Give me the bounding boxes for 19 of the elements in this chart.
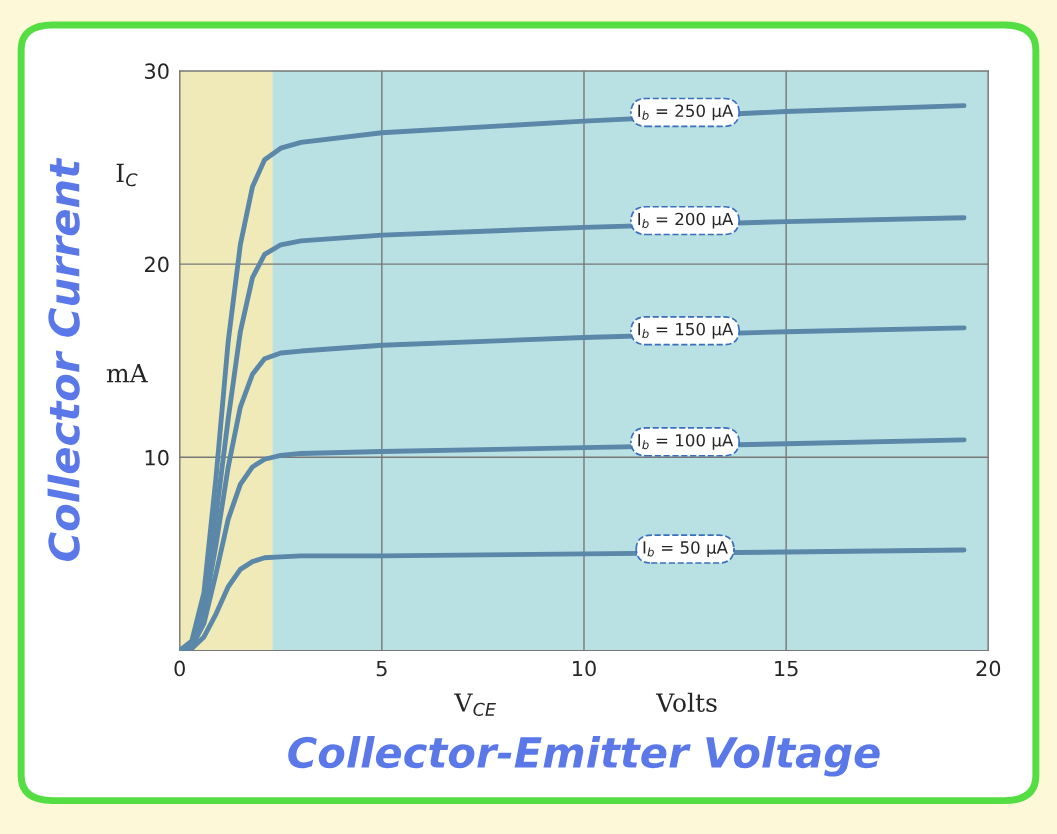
series-label: I$_{b}$ = 100 µA [638, 433, 734, 450]
text: Volts [655, 692, 717, 712]
series-label: I$_{b}$ = 200 µA [638, 212, 734, 229]
x-tick-label: 0 [174, 660, 185, 677]
y-tick-label: 30 [145, 63, 169, 80]
y-axis-title: Collector Current [47, 157, 80, 561]
y-tick-label: 10 [145, 449, 169, 466]
text: V$_{CE}$ [454, 693, 496, 716]
text: I$_{C}$ [116, 163, 138, 187]
text: mA [106, 363, 148, 383]
x-tick-label: 15 [775, 660, 798, 677]
x-tick-label: 5 [376, 660, 387, 677]
series-label: I$_{b}$ = 50 µA [643, 541, 728, 557]
x-axis-title: Collector-Emitter Voltage [288, 735, 880, 777]
x-tick-label: 20 [976, 660, 1001, 677]
x-tick-label: 10 [573, 660, 596, 677]
series-label: I$_{b}$ = 250 µA [638, 104, 734, 121]
y-tick-label: 20 [144, 256, 169, 273]
series-label: I$_{b}$ = 150 µA [638, 322, 734, 339]
